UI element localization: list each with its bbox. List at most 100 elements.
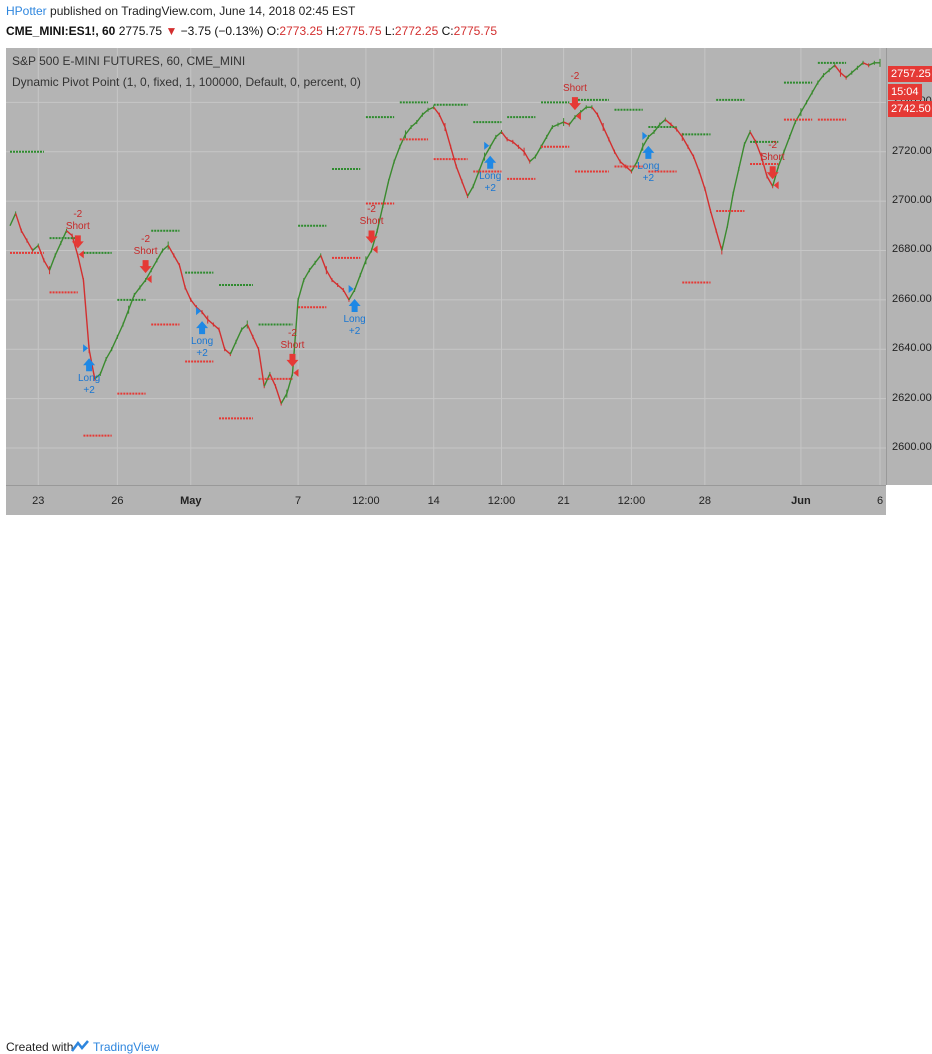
close-value: 2775.75 bbox=[453, 24, 498, 38]
price-segment bbox=[771, 166, 779, 187]
price-axis[interactable] bbox=[886, 48, 932, 485]
price-segment bbox=[353, 274, 361, 291]
price-segment bbox=[404, 126, 412, 135]
time-tick-label: 12:00 bbox=[487, 495, 516, 507]
price-segment bbox=[800, 101, 808, 113]
short-signal-label: -2 Short bbox=[66, 209, 90, 233]
time-tick-label: 12:00 bbox=[617, 495, 646, 507]
price-segment bbox=[506, 138, 514, 143]
long-arrow-icon bbox=[83, 358, 96, 372]
price-segment bbox=[755, 141, 763, 157]
symbol-name[interactable]: CME_MINI:ES1!, 60 bbox=[6, 24, 116, 38]
price-segment bbox=[399, 134, 407, 148]
price-segment bbox=[139, 279, 147, 288]
long-arrow-icon bbox=[348, 298, 361, 312]
long-signal-label: Long +2 bbox=[78, 373, 100, 397]
time-tick-label: 23 bbox=[32, 495, 45, 507]
price-segment bbox=[224, 348, 231, 355]
price-segment bbox=[563, 121, 570, 126]
chart-pane[interactable] bbox=[6, 48, 886, 485]
price-segment bbox=[591, 106, 599, 116]
price-segment bbox=[173, 255, 181, 266]
price-segment bbox=[77, 255, 85, 281]
short-signal-label: -2 Short bbox=[281, 328, 305, 352]
price-segment bbox=[546, 126, 553, 138]
price-segment bbox=[32, 244, 39, 251]
price-segment bbox=[512, 141, 519, 148]
price-segment bbox=[144, 269, 152, 281]
price-chart-svg[interactable] bbox=[6, 48, 886, 485]
price-segment bbox=[269, 373, 277, 387]
price-segment bbox=[478, 156, 486, 172]
time-axis[interactable] bbox=[6, 485, 886, 516]
entry-marker-icon bbox=[575, 112, 581, 121]
price-tick-label: 2600.00 bbox=[892, 440, 932, 453]
price-segment bbox=[489, 136, 497, 148]
price-segment bbox=[370, 230, 378, 251]
entry-marker-icon bbox=[83, 344, 89, 353]
price-segment bbox=[66, 230, 73, 237]
price-segment bbox=[647, 131, 655, 138]
price-segment bbox=[212, 323, 220, 330]
high-label: H: bbox=[326, 24, 339, 38]
price-segment bbox=[596, 114, 604, 128]
price-segment bbox=[743, 131, 751, 145]
price-segment bbox=[466, 185, 474, 197]
price-segment bbox=[195, 306, 203, 313]
signal-line-1: -2 bbox=[73, 209, 83, 221]
price-segment bbox=[342, 289, 350, 301]
price-segment bbox=[557, 121, 564, 126]
price-segment bbox=[427, 106, 434, 111]
price-segment bbox=[82, 280, 90, 350]
author-link[interactable]: HPotter bbox=[6, 4, 47, 18]
price-segment bbox=[280, 393, 288, 404]
short-arrow-icon bbox=[365, 230, 378, 244]
chart-title: S&P 500 E-MINI FUTURES, 60, CME_MINI bbox=[12, 54, 246, 68]
signal-line-2: Short bbox=[280, 339, 305, 351]
price-segment bbox=[738, 144, 746, 170]
signal-line-2: +2 bbox=[642, 172, 655, 184]
tradingview-logo-icon[interactable] bbox=[70, 1039, 90, 1053]
price-segment bbox=[851, 67, 858, 74]
signal-line-2: +2 bbox=[348, 325, 361, 337]
price-segment bbox=[14, 213, 22, 231]
time-tick-label: 26 bbox=[111, 495, 124, 507]
price-segment bbox=[54, 242, 62, 256]
price-segment bbox=[359, 260, 367, 276]
price-segment bbox=[235, 329, 243, 343]
indicator-legend[interactable]: Dynamic Pivot Point (1, 0, fixed, 1, 100… bbox=[12, 75, 361, 89]
long-signal-label: Long +2 bbox=[479, 171, 501, 195]
price-segment bbox=[766, 176, 774, 187]
price-segment bbox=[111, 336, 118, 350]
price-tick-label: 2660.00 bbox=[892, 292, 932, 305]
time-tick-label: Jun bbox=[791, 495, 811, 507]
long-arrow-icon bbox=[642, 145, 655, 159]
entry-marker-icon bbox=[146, 275, 152, 284]
price-segment bbox=[823, 69, 830, 76]
signal-line-2: Short bbox=[133, 246, 158, 258]
long-signal-label: Long +2 bbox=[343, 314, 365, 338]
high-value: 2775.75 bbox=[338, 24, 382, 38]
price-segment bbox=[839, 72, 847, 79]
signal-line-1: Long bbox=[479, 170, 502, 182]
short-arrow-icon bbox=[71, 235, 84, 249]
price-segment bbox=[421, 109, 429, 116]
tradingview-link[interactable]: TradingView bbox=[93, 1040, 160, 1054]
signal-line-1: Long bbox=[343, 313, 366, 325]
created-with-text: Created with bbox=[6, 1040, 74, 1054]
price-segment bbox=[574, 111, 582, 118]
published-text: published on TradingView.com, June 14, 2… bbox=[46, 4, 356, 18]
entry-marker-icon bbox=[293, 368, 299, 377]
signal-line-2: +2 bbox=[83, 385, 95, 397]
price-segment bbox=[749, 131, 757, 143]
price-segment bbox=[602, 126, 610, 140]
signal-line-2: Short bbox=[65, 221, 90, 233]
time-tick-label: 12:00 bbox=[352, 495, 380, 507]
price-segment bbox=[461, 181, 469, 197]
price-segment bbox=[783, 136, 791, 152]
price-segment bbox=[540, 136, 548, 148]
long-signal-label: Long +2 bbox=[637, 161, 659, 185]
header-bar: HPotter published on TradingView.com, Ju… bbox=[0, 0, 932, 44]
price-segment bbox=[523, 151, 531, 162]
low-label: L: bbox=[384, 24, 395, 38]
